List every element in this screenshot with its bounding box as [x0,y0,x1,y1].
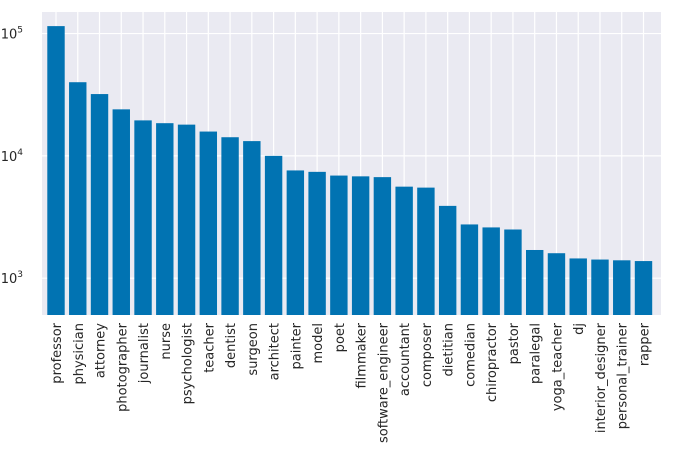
bar-dietitian [438,205,457,315]
bar-nurse [156,123,174,315]
x-tick-label: teacher [202,322,217,372]
x-tick-label: physician [72,323,87,385]
y-tick-label: 104 [1,148,24,165]
bar-attorney [90,94,109,315]
x-tick-label: yoga_teacher [550,322,565,411]
bars [47,26,653,316]
bar-pastor [504,229,522,315]
x-tick-label: professor [50,322,65,383]
bar-personal_trainer [613,260,631,315]
bar-composer [417,187,435,315]
bar-surgeon [243,141,261,315]
x-tick-label: dj [572,323,587,335]
x-axis-ticks: professor physician attorney photographer jo… [50,322,653,443]
bar-interior_designer [591,259,609,315]
x-tick-label: dietitian [442,323,457,377]
bar-teacher [199,131,218,315]
x-tick-label: journalist [137,323,152,384]
x-tick-label: architect [268,323,283,380]
x-tick-label: personal_trainer [616,322,631,429]
x-tick-label: pastor [507,322,522,364]
x-tick-label: chiropractor [485,322,500,402]
bar-dj [569,258,587,315]
x-tick-label: paralegal [529,323,544,384]
x-tick-label: surgeon [246,323,261,376]
x-tick-label: accountant [398,323,413,396]
bar-dentist [221,137,239,315]
bar-psychologist [177,124,196,315]
x-tick-label: filmmaker [355,322,370,388]
bar-architect [264,155,283,315]
y-tick-label: 103 [1,270,23,287]
x-tick-label: rapper [638,322,653,366]
bar-physician [69,82,87,315]
bar-comedian [460,224,479,315]
bar-paralegal [526,249,544,315]
y-tick-label: 105 [1,26,23,43]
bar-model [308,171,326,315]
x-tick-label: psychologist [181,323,196,404]
bar-filmmaker [351,176,370,315]
x-tick-label: composer [420,322,435,387]
x-tick-label: comedian [463,323,478,387]
x-tick-label: model [311,323,326,363]
bar-chiropractor [482,227,500,315]
x-tick-label: painter [289,322,304,369]
x-tick-label: poet [333,323,348,352]
x-tick-label: attorney [94,323,109,378]
bar-yoga_teacher [547,253,566,315]
bar-rapper [634,261,653,315]
bar-poet [330,175,348,315]
bar-journalist [134,120,152,315]
x-tick-label: photographer [115,322,130,412]
bar-professor [47,26,65,315]
x-tick-label: software_engineer [376,322,391,443]
bar-photographer [112,109,130,316]
x-tick-label: interior_designer [594,322,609,433]
x-tick-label: nurse [159,323,174,360]
x-tick-label: dentist [224,323,239,368]
bar-software_engineer [373,177,392,315]
bar-painter [286,170,305,315]
bar-accountant [395,186,413,315]
y-axis-ticks: 103 104 105 [1,26,24,288]
